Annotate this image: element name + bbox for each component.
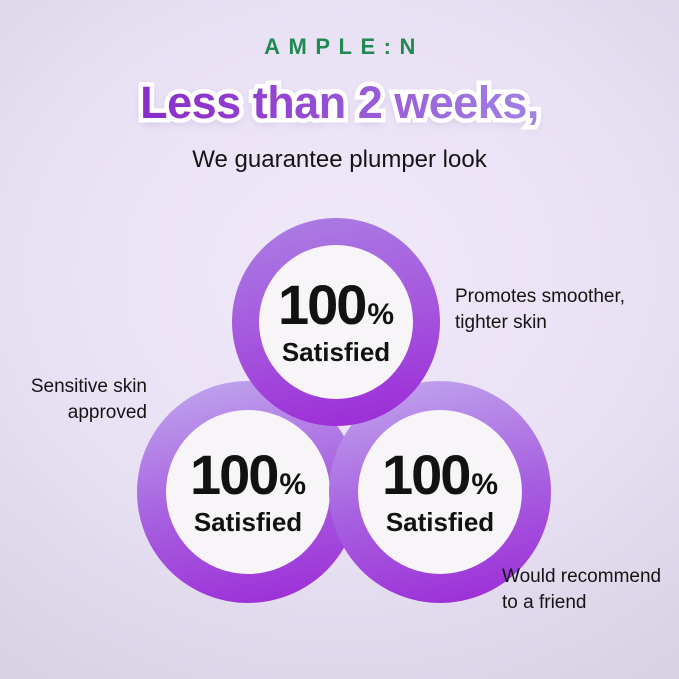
annotation-line: approved [67,401,147,423]
stat-value-row: 100% [278,277,394,333]
stat-circle-inner: 100% Satisfied [259,245,413,399]
annotation-line: to a friend [502,591,587,613]
brand-logo: AMPLE:N [264,34,424,59]
stat-value-row: 100% [382,447,498,503]
stat-unit: % [471,468,499,502]
stat-circle-inner: 100% Satisfied [166,410,330,574]
annotation-line: Would recommend [502,566,662,587]
headline-outline-text: Less than 2 weeks, [136,73,544,133]
stat-label: Satisfied [193,507,303,538]
headline-stack: Less than 2 weeks, Less than 2 weeks, [136,73,544,133]
stat-value: 100 [381,443,471,507]
annotation-line: Promotes smoother, [455,286,626,307]
stat-circle-top: 100% Satisfied [232,218,440,426]
stat-value: 100 [189,443,279,507]
headline: Less than 2 weeks, Less than 2 weeks, [0,73,679,133]
annotation-promotes-smoother: Promotes smoother, tighter skin [455,284,625,336]
stat-unit: % [279,468,307,502]
annotation-would-recommend: Would recommend to a friend [502,564,661,616]
annotation-sensitive-skin: Sensitive skin approved [31,374,147,426]
stat-unit: % [367,298,395,332]
stat-value-row: 100% [190,447,306,503]
headline-fill-text: Less than 2 weeks, [140,77,539,128]
stat-label: Satisfied [281,337,391,368]
annotation-line: tighter skin [455,311,547,333]
stat-circle-inner: 100% Satisfied [358,410,522,574]
stat-value: 100 [277,273,367,337]
annotation-line: Sensitive skin [30,376,147,397]
subtitle: We guarantee plumper look [192,146,487,173]
stat-label: Satisfied [385,507,495,538]
